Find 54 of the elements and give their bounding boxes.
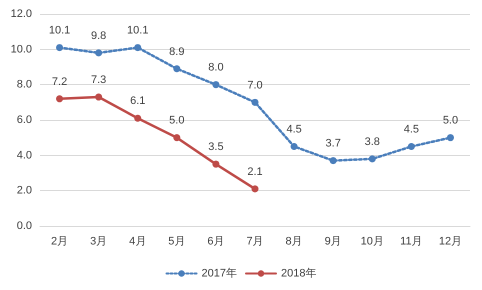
legend-label: 2017年 <box>202 268 238 280</box>
point <box>173 65 180 72</box>
data-label: 3.7 <box>326 138 341 150</box>
x-tick-label: 3月 <box>90 236 108 248</box>
x-tick-label: 9月 <box>324 236 342 248</box>
point <box>212 81 220 88</box>
x-tick-label: 10月 <box>360 236 384 248</box>
x-tick-label: 12月 <box>438 236 462 248</box>
data-label: 7.0 <box>247 79 263 92</box>
y-tick-label: 6.0 <box>16 114 32 126</box>
x-tick-label: 2月 <box>50 236 68 248</box>
data-label: 3.5 <box>208 141 224 154</box>
point <box>446 134 454 142</box>
point <box>368 155 376 162</box>
point <box>212 160 220 168</box>
x-tick-label: 6月 <box>207 236 224 248</box>
point <box>330 157 337 164</box>
legend-label: 2018年 <box>281 268 316 280</box>
point <box>56 44 64 52</box>
data-label: 2.1 <box>247 166 263 178</box>
point <box>134 44 142 52</box>
x-tick-label: 4月 <box>129 236 146 248</box>
y-tick-label: 0.0 <box>16 220 32 232</box>
data-label: 4.5 <box>286 124 302 136</box>
data-label: 5.0 <box>442 114 458 127</box>
data-label: 10.1 <box>48 24 70 37</box>
x-tick-label: 7月 <box>246 236 264 248</box>
point <box>408 143 415 150</box>
point <box>173 134 180 142</box>
y-tick-label: 4.0 <box>16 149 32 162</box>
point <box>95 94 102 101</box>
data-label: 9.8 <box>90 30 106 42</box>
data-label: 8.9 <box>169 46 184 58</box>
point <box>252 98 258 106</box>
data-label: 6.1 <box>130 95 146 108</box>
x-tick-label: 8月 <box>286 236 303 248</box>
y-tick-label: 12.0 <box>10 8 32 20</box>
y-tick-label: 2.0 <box>16 184 32 197</box>
x-tick-label: 5月 <box>168 236 186 248</box>
data-label: 7.3 <box>90 74 106 86</box>
point <box>56 95 64 102</box>
data-label: 8.0 <box>208 62 224 74</box>
y-tick-label: 8.0 <box>16 78 32 91</box>
point <box>95 49 102 56</box>
data-label: 3.8 <box>364 136 380 148</box>
point <box>252 185 258 192</box>
data-label: 10.1 <box>127 24 148 37</box>
y-tick-label: 10.0 <box>10 43 32 56</box>
data-label: 7.2 <box>52 76 68 88</box>
point <box>134 114 142 122</box>
data-label: 5.0 <box>169 114 184 127</box>
data-label: 4.5 <box>404 124 420 136</box>
x-tick-label: 11月 <box>400 236 423 248</box>
point <box>290 143 298 150</box>
